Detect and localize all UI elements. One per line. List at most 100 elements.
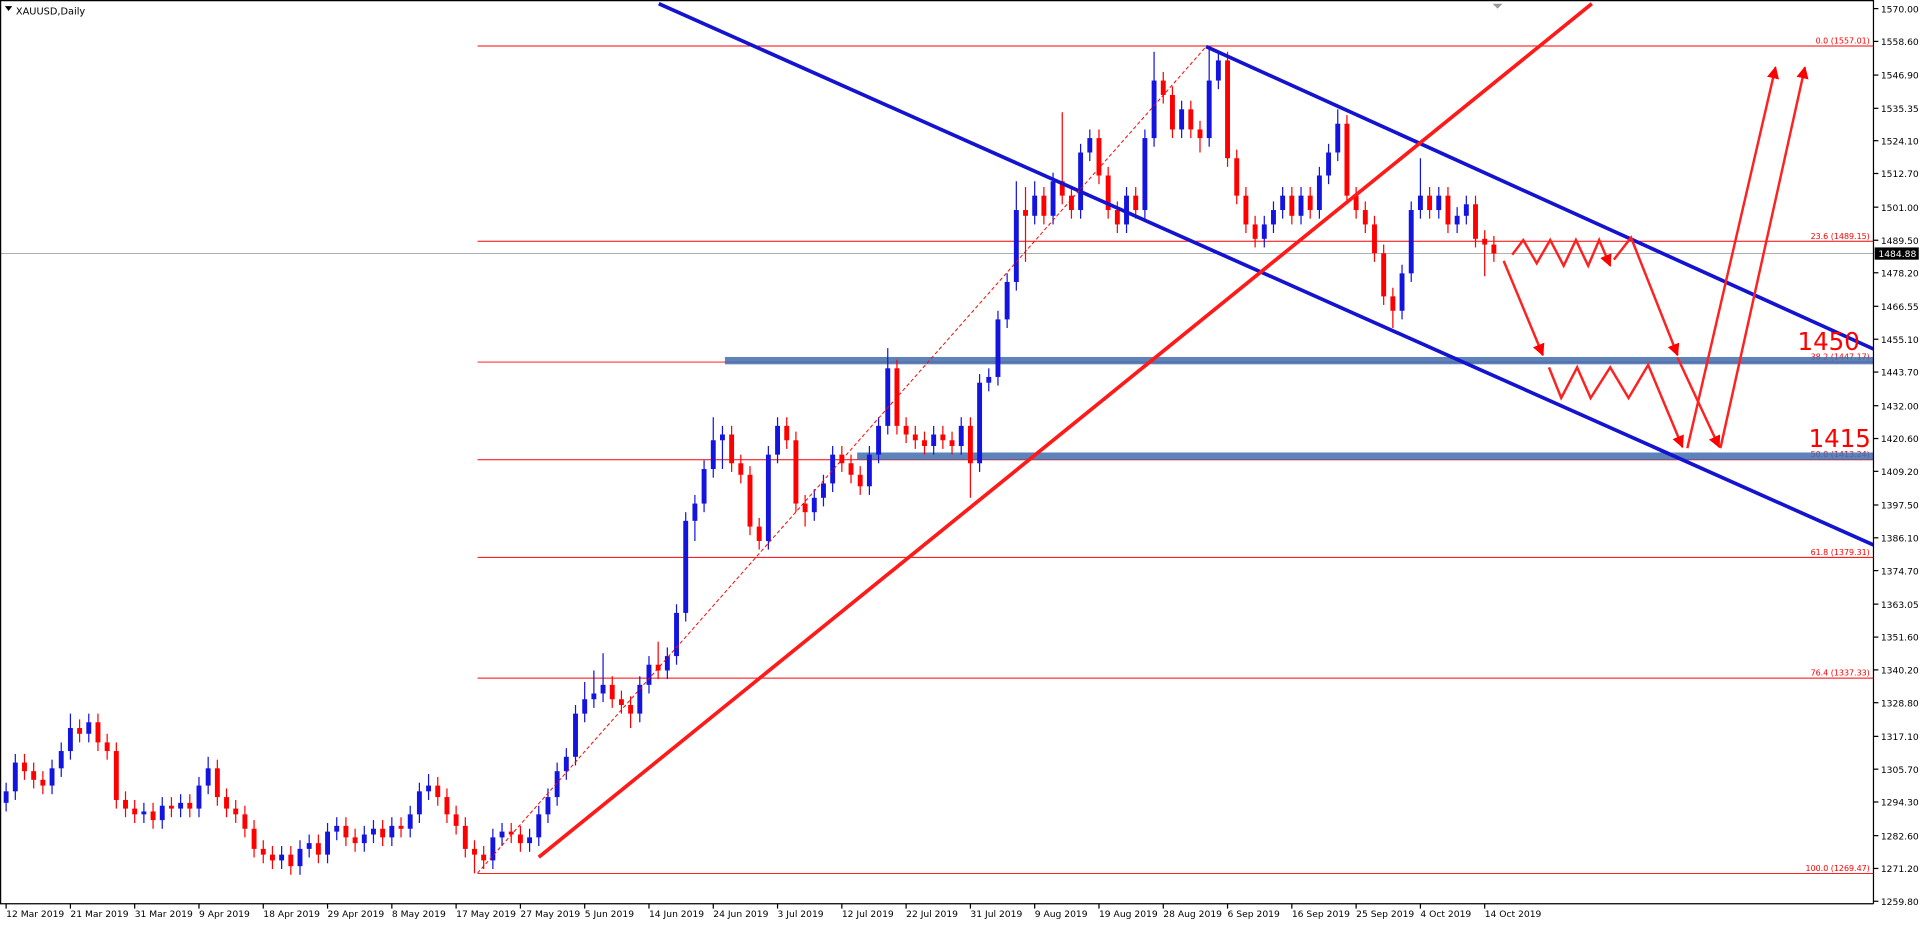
candle-body [591,693,597,700]
candle-body [1417,195,1423,211]
candle-body [582,699,588,714]
candle-body [949,440,955,447]
candle-body [1298,195,1304,216]
current-price-label: 1484.88 [1878,249,1916,260]
candle-body [86,722,92,734]
candle-body [683,520,689,613]
x-tick-label: 5 Jun 2019 [585,909,635,920]
candle-body [1482,238,1488,245]
candle-body [967,425,973,464]
candle-body [1124,195,1129,225]
candle-body [150,811,156,821]
candle-body [288,854,294,867]
candle-body [113,751,119,800]
x-tick-label: 12 Jul 2019 [842,909,894,920]
candle-body [1114,210,1120,225]
axes: 1570.00 1558.60 1546.90 1535.35 1524.10 1512.… [5,4,1919,920]
candle-body [481,854,487,861]
candle-body [1436,195,1442,211]
candle-body [1307,195,1313,211]
x-tick-label: 9 Aug 2019 [1035,909,1088,920]
candle-body [187,802,193,809]
candle-body [508,831,514,835]
candle-body [701,469,707,504]
candle-body [830,454,836,484]
candle-body [1252,224,1258,239]
candle-body [977,382,983,464]
candle-body [1454,215,1460,225]
y-tick-label: 1478.20 [1881,268,1919,279]
candle-body [389,825,395,838]
candle-body [31,771,37,780]
candle-body [646,664,652,685]
x-tick-label: 22 Jul 2019 [906,909,958,920]
candle-body [903,425,909,435]
candle-body [554,771,560,798]
candle-body [1271,210,1276,225]
candles [3,45,1497,875]
candle-body [866,454,872,487]
candle-body [168,805,174,809]
candle-body [435,785,441,798]
current-price-box [1874,247,1919,260]
candle-body [931,434,937,447]
y-tick-label: 1535.35 [1881,104,1919,115]
candle-body [793,440,799,504]
y-tick-label: 1501.00 [1881,203,1919,214]
candle-body [545,797,551,815]
candle-body [958,425,964,447]
x-tick-label: 17 May 2019 [456,909,516,920]
y-tick-label: 1443.70 [1881,368,1919,379]
candle-body [912,434,918,441]
candle-body [1032,195,1038,216]
candle-body [123,799,128,809]
y-tick-label: 1466.55 [1881,302,1919,313]
candle-body [784,425,790,441]
candle-body [1179,109,1185,130]
candle-body [1050,181,1056,216]
candle-body [1390,296,1396,311]
candle-body [3,791,9,803]
candle-body [1142,138,1148,211]
x-tick-label: 3 Jul 2019 [778,909,824,920]
candle-body [1326,152,1332,176]
candle-body [40,779,46,786]
candle-body [517,834,523,844]
fib-label: 23.6 (1489.15) [1811,232,1870,241]
candle-body [940,434,946,441]
candle-body [876,425,882,455]
candle-body [270,854,275,861]
candle-body [1316,175,1322,211]
candle-body [315,843,321,855]
candle-body [1473,204,1478,239]
candle-body [821,483,826,498]
candle-body [1243,195,1249,225]
candle-body [986,376,992,383]
candle-body [747,474,753,527]
candle-body [22,762,27,772]
candle-body [380,828,386,838]
zigzag [1547,362,1684,449]
candle-body [279,854,285,861]
candle-body [67,728,73,752]
candle-body [527,837,533,844]
candle-body [710,440,716,470]
candle-body [922,440,927,447]
y-tick-label: 1351.60 [1881,633,1919,644]
menu-icon[interactable] [4,6,13,12]
candle-body [1289,195,1295,216]
support-zone [857,452,1874,460]
candle-body [573,713,578,757]
shift-marker [1492,3,1503,9]
candle-body [1059,181,1065,196]
x-tick-label: 9 Apr 2019 [199,909,250,920]
candle-body [334,825,340,832]
candle-body [1344,123,1350,196]
candle-body [306,843,312,849]
candle-body [361,834,367,844]
candle-body [536,814,542,838]
candle-body [1234,158,1240,196]
candle-body [178,802,184,809]
fib-label: 61.8 (1379.31) [1811,548,1870,557]
candle-body [426,785,432,792]
